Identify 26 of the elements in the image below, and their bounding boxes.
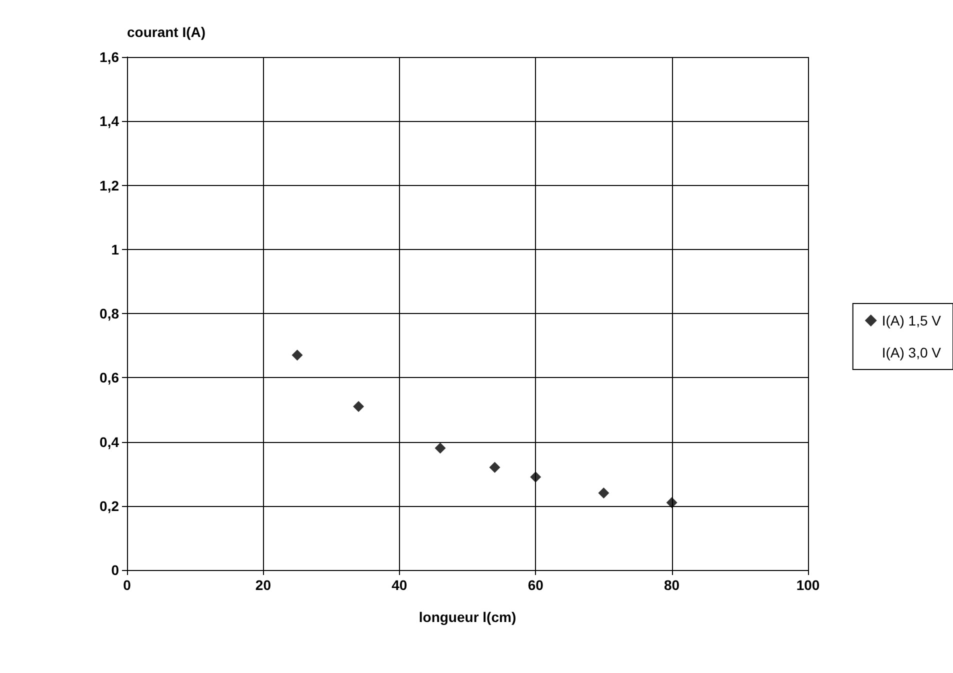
x-tick-label: 80 xyxy=(664,577,680,593)
x-tick-label: 60 xyxy=(528,577,544,593)
y-tick-label: 0,8 xyxy=(100,306,120,322)
y-tick-label: 1,2 xyxy=(100,177,120,194)
y-tick-label: 1 xyxy=(111,241,120,258)
point xyxy=(666,497,678,508)
point xyxy=(292,350,303,361)
point xyxy=(598,488,610,499)
point xyxy=(434,442,446,454)
y-tick-label: 1,4 xyxy=(100,113,120,130)
y-tick-label: 0 xyxy=(111,562,120,578)
x-tick-label: 0 xyxy=(123,577,132,593)
point xyxy=(530,472,542,483)
x-tick-label: 100 xyxy=(796,577,820,593)
legend-label: I(A) 1,5 V xyxy=(882,312,942,328)
y-axis-title: courant I(A) xyxy=(127,24,206,40)
y-tick-label: 0,4 xyxy=(100,434,120,450)
x-tick-label: 20 xyxy=(255,577,272,593)
x-axis-title: longueur l(cm) xyxy=(418,609,516,625)
point xyxy=(489,462,500,473)
y-tick-label: 1,6 xyxy=(100,49,120,65)
point xyxy=(353,400,364,412)
text: I(A) 3,0 V xyxy=(882,344,942,360)
x-tick-label: 40 xyxy=(392,577,408,593)
y-tick-label: 0,2 xyxy=(100,498,120,514)
y-tick-label: 0,6 xyxy=(100,370,120,386)
